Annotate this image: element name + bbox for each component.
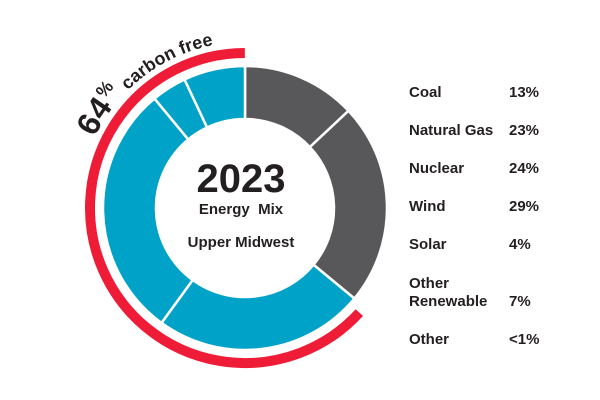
legend-label: Other [409,331,450,348]
center-subtitle: Energy Mix [199,201,284,218]
legend-label: Wind [409,198,446,215]
legend-item-natural-gas: Natural Gas 23% [409,122,569,140]
legend-label: Nuclear [409,160,465,177]
legend-item-coal: Coal 13% [409,84,569,102]
legend-label: Other Renewable [409,275,509,311]
center-year: 2023 [197,157,286,201]
center-region: Upper Midwest [188,234,295,251]
legend-value: 7% [509,293,531,310]
legend-label: Solar [409,236,447,253]
legend-item-solar: Solar 4% [409,236,569,254]
carbon-free-arc [85,48,364,368]
legend: Coal 13% Natural Gas 23% Nuclear 24% Win… [409,84,569,349]
legend-value: 24% [509,160,540,177]
legend-value: 23% [509,122,540,139]
legend-value: 13% [509,84,540,101]
legend-item-other: Other <1% [409,331,569,349]
legend-item-nuclear: Nuclear 24% [409,160,569,178]
legend-label: Coal [409,84,442,101]
segment-wind [101,96,195,325]
donut-segments [101,64,389,352]
legend-value: 4% [509,236,531,253]
legend-label-line1: Other [409,275,450,292]
legend-label-line2: Renewable [409,293,488,310]
legend-value: 29% [509,198,540,215]
legend-item-other-renewable: Other Renewable 7% [409,275,569,311]
segment-other-renewable [182,64,247,130]
legend-label: Natural Gas [409,122,494,139]
legend-value: <1% [509,331,540,348]
legend-item-wind: Wind 29% [409,198,569,216]
